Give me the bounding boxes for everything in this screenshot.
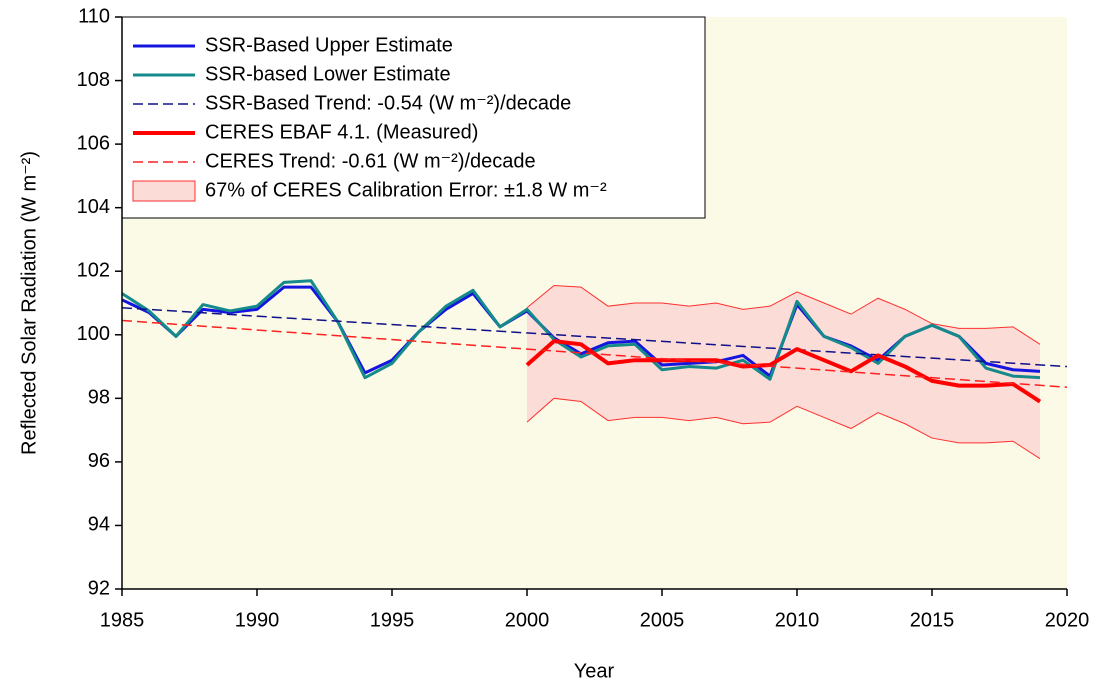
series-line (121, 319, 1068, 388)
legend-label: CERES Trend: -0.61 (W m⁻²)/decade (205, 150, 536, 172)
y-tick-label: 108 (77, 69, 110, 91)
series-line (121, 307, 1068, 368)
x-tick-label: 2015 (910, 609, 955, 631)
x-axis-label: Year (574, 660, 615, 682)
y-tick-label: 100 (77, 323, 110, 345)
y-tick-label: 102 (77, 260, 110, 282)
x-tick-label: 2010 (775, 609, 820, 631)
legend-label: SSR-based Lower Estimate (205, 63, 451, 85)
legend: SSR-Based Upper Estimate SSR-based Lower … (121, 16, 706, 219)
legend-label: SSR-Based Upper Estimate (205, 34, 453, 56)
y-tick-label: 104 (77, 196, 110, 218)
y-tick-label: 96 (88, 450, 110, 472)
legend-box (121, 16, 706, 219)
axes: 92 94 96 98 100 102 104 106 108 110 1985 1990 1995 20… (77, 5, 1090, 631)
error-band (527, 285, 1040, 459)
y-tick-label: 92 (88, 577, 110, 599)
y-axis-label: Reflected Solar Radiation (W m⁻²) (18, 151, 40, 455)
series-line (121, 279, 1041, 381)
x-tick-label: 2005 (640, 609, 685, 631)
y-tick-label: 98 (88, 387, 110, 409)
legend-label: SSR-Based Trend: -0.54 (W m⁻²)/decade (205, 92, 571, 114)
legend-label: 67% of CERES Calibration Error: ±1.8 W m… (205, 179, 607, 201)
plot-marks (121, 279, 1068, 460)
x-tick-label: 1990 (235, 609, 280, 631)
y-tick-label: 106 (77, 132, 110, 154)
y-tick-label: 110 (78, 5, 110, 27)
series-line (525, 339, 1042, 404)
x-tick-label: 1985 (100, 609, 145, 631)
legend-swatch (132, 180, 196, 202)
error-band-edge (526, 285, 1041, 345)
legend-label: CERES EBAF 4.1. (Measured) (205, 121, 478, 143)
y-tick-label: 94 (88, 514, 110, 536)
x-tick-label: 1995 (370, 609, 415, 631)
x-tick-label: 2020 (1045, 609, 1090, 631)
error-band-edge (526, 397, 1041, 460)
x-tick-label: 2000 (505, 609, 550, 631)
